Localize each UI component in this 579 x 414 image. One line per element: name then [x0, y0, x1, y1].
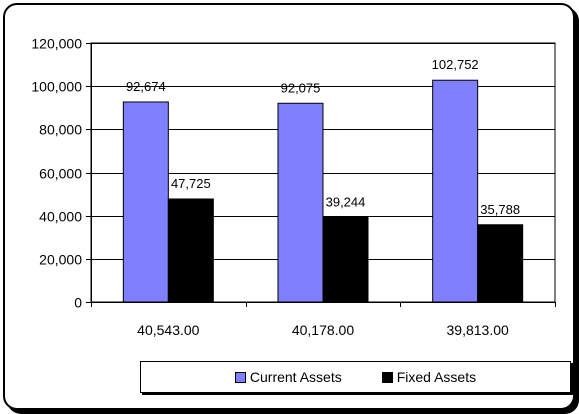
legend-label-current-assets: Current Assets [249, 369, 342, 385]
data-label: 92,075 [281, 80, 321, 95]
x-axis: 40,543.00 40,178.00 39,813.00 [91, 302, 556, 338]
y-tick-label: 80,000 [39, 122, 82, 138]
y-tick-label: 100,000 [31, 79, 82, 95]
data-label: 35,788 [480, 202, 520, 217]
data-labels: 92,674 47,725 92,075 39,244 102,752 35,788 [126, 57, 520, 217]
x-tick-label: 39,813.00 [447, 322, 509, 338]
y-tick-label: 120,000 [31, 36, 82, 52]
legend-item-current-assets: Current Assets [234, 369, 342, 385]
data-label: 92,674 [126, 79, 166, 94]
bar [122, 101, 169, 303]
bar [167, 198, 214, 303]
legend-label-fixed-assets: Fixed Assets [396, 369, 477, 385]
y-axis: 0 20,000 40,000 60,000 80,000 100,000 120,000 [31, 36, 92, 311]
y-tick-label: 60,000 [39, 166, 82, 182]
bar [322, 216, 369, 303]
x-tick-label: 40,543.00 [137, 322, 199, 338]
bars [122, 79, 524, 303]
data-label: 47,725 [171, 176, 211, 191]
bar [477, 224, 524, 303]
legend-swatch-fixed-assets [381, 371, 393, 383]
y-tick-label: 40,000 [39, 209, 82, 225]
legend-swatch-current-assets [234, 371, 246, 383]
bar [432, 79, 479, 303]
legend-item-fixed-assets: Fixed Assets [381, 369, 477, 385]
data-label: 102,752 [432, 57, 479, 72]
y-tick-label: 20,000 [39, 252, 82, 268]
legend: Current Assets Fixed Assets [140, 361, 571, 393]
data-label: 39,244 [326, 194, 366, 209]
y-tick-label: 0 [74, 295, 82, 311]
bar [277, 102, 324, 303]
x-tick-label: 40,178.00 [292, 322, 354, 338]
